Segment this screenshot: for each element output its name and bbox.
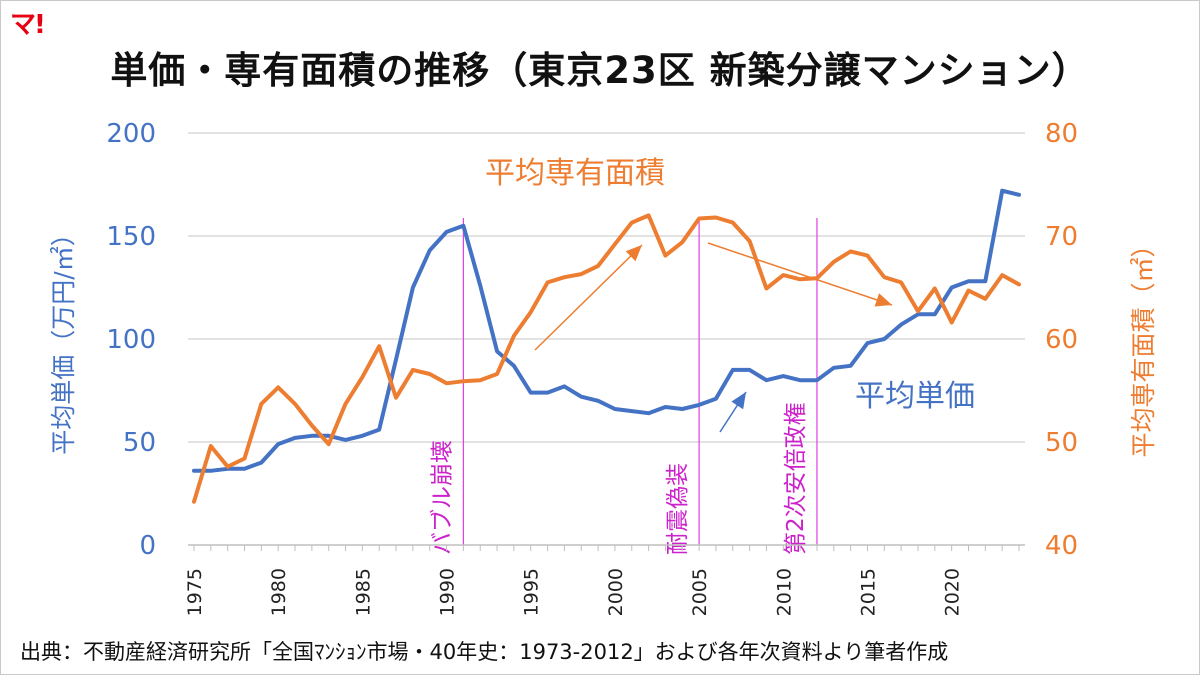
axes: 0 40 50 50 100 60 150 70 200 80 1975 1980 1985 1990 19… bbox=[106, 119, 1078, 616]
chart-title: 単価・専有面積の推移（東京23区 新築分譲マンション） bbox=[110, 49, 1090, 92]
site-logo: マ! bbox=[10, 10, 46, 40]
x-tick-label: 1995 bbox=[521, 568, 543, 616]
area-rise-arrow-head bbox=[625, 245, 642, 262]
y-left-tick-label: 200 bbox=[106, 119, 156, 149]
event-label: 第2次安倍政権 bbox=[783, 402, 809, 555]
x-tick-label: 1985 bbox=[352, 568, 374, 616]
area-series-line bbox=[192, 213, 1021, 504]
y-right-tick-label: 40 bbox=[1045, 531, 1078, 561]
y-right-tick-label: 70 bbox=[1045, 222, 1078, 252]
y-right-tick-label: 80 bbox=[1045, 119, 1078, 149]
event-label: バブル崩壊 bbox=[429, 440, 455, 555]
area-rise-arrow bbox=[534, 244, 643, 351]
price-rise-arrow-head bbox=[731, 392, 746, 410]
y-left-tick-label: 150 bbox=[106, 222, 156, 252]
x-tick-label: 2000 bbox=[605, 568, 627, 616]
price-series-label: 平均単価 bbox=[855, 379, 975, 414]
x-tick-label: 2010 bbox=[773, 568, 795, 616]
area-fall-arrow-head bbox=[874, 293, 892, 307]
x-tick-label: 1990 bbox=[437, 568, 459, 616]
x-tick-label: 1980 bbox=[268, 568, 290, 616]
event-label: 耐震偽装 bbox=[665, 463, 691, 555]
x-tick-label: 2020 bbox=[942, 568, 964, 616]
y-left-tick-label: 50 bbox=[123, 428, 156, 458]
series-lines bbox=[192, 188, 1021, 504]
source-note: 出典：不動産経済研究所「全国ﾏﾝｼｮﾝ市場・40年史：1973-2012」および… bbox=[20, 640, 949, 664]
area-fall-arrow bbox=[707, 242, 893, 306]
x-tick-label: 1975 bbox=[184, 568, 206, 616]
y-right-tick-label: 50 bbox=[1045, 428, 1078, 458]
x-tick-label: 2005 bbox=[689, 568, 711, 616]
y-right-tick-label: 60 bbox=[1045, 325, 1078, 355]
y-left-tick-label: 100 bbox=[106, 325, 156, 355]
y-axis-right-title: 平均専有面積（㎡） bbox=[1129, 232, 1158, 457]
price-series-line bbox=[192, 188, 1021, 473]
trend-arrows bbox=[534, 242, 893, 433]
area-series-label: 平均専有面積 bbox=[485, 156, 665, 191]
y-left-tick-label: 0 bbox=[139, 531, 156, 561]
y-axis-left-title: 平均単価（万円/㎡） bbox=[49, 221, 78, 454]
x-tick-label: 2015 bbox=[857, 568, 879, 616]
